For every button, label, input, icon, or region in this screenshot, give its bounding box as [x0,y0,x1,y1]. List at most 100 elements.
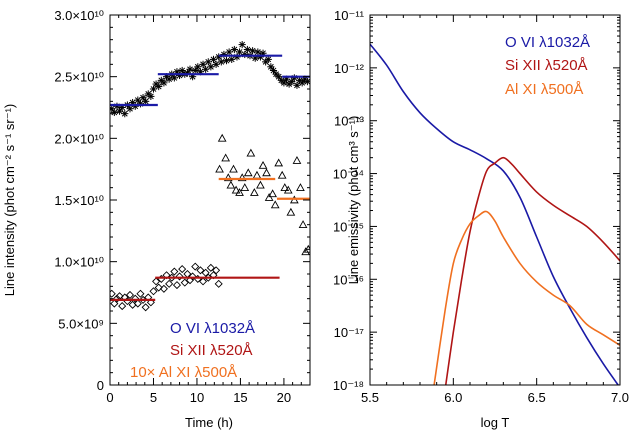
diamond-point [165,279,174,288]
emissivity-line [433,210,620,385]
diamond-point [112,294,121,303]
triangle-point [262,168,271,177]
asterisk-point [134,96,142,104]
intensity-x-axis-label: Time (h) [185,415,233,430]
triangle-point [277,170,287,179]
emissivity-x-axis-label: log T [481,415,510,430]
diamond-point [152,277,161,286]
y-tick-label: 1.5×10¹⁰ [54,193,104,208]
asterisk-point [249,47,257,55]
asterisk-point [235,48,244,56]
triangle-point [270,200,280,209]
asterisk-point [269,66,278,75]
y-tick-label: 10⁻¹² [334,61,365,76]
x-tick-label: 0 [106,390,113,405]
x-tick-label: 7.0 [611,390,629,405]
y-tick-label: 10⁻¹⁵ [333,219,364,234]
diamond-point [118,302,127,311]
asterisk-point [110,108,118,117]
triangle-point [296,183,305,191]
triangle-point [256,180,265,189]
triangle-point [258,160,268,169]
triangle-point [268,189,277,198]
emissivity-line [444,156,620,385]
y-tick-label: 2.0×10¹⁰ [54,131,104,146]
asterisk-point [212,60,220,68]
diamond-point [191,262,200,271]
asterisk-point [254,48,262,56]
triangle-point [221,153,231,162]
legend-entry-si-xii: Si XII λ520Å [170,342,253,359]
asterisk-point [155,82,163,91]
asterisk-point [303,78,310,86]
diamond-point [139,295,148,304]
legend-entry-o-vi: O VI λ1032Å [170,320,255,337]
asterisk-point [243,45,251,54]
triangle-point [274,158,284,167]
legend-entry-o-vi: O VI λ1032Å [505,34,590,51]
legend-entry-al-xi: Al XI λ500Å [505,81,583,98]
intensity-y-axis-label: Line intensity (phot cm⁻² s⁻¹ sr⁻¹) [2,104,17,297]
x-tick-label: 6.5 [528,390,546,405]
asterisk-point [186,65,194,73]
diamond-point [204,273,213,282]
x-tick-label: 6.0 [444,390,462,405]
intensity-panel: 0 5 10 15 20 0 5.0×10⁹ 1.0×10¹⁰ 1.5×10¹⁰ 2.0×10¹⁰… [2,8,311,430]
diamond-point [206,263,215,272]
diamond-point [131,294,140,303]
asterisk-point [275,73,283,81]
emissivity-marks [370,43,620,385]
asterisk-point [225,48,233,56]
triangle-point [249,188,259,196]
diamond-point [199,277,208,286]
asterisk-point [147,92,155,100]
x-tick-label: 20 [277,390,291,405]
diamond-point [149,287,158,296]
y-tick-label: 0 [97,378,104,393]
diamond-point [175,272,184,281]
triangle-point [292,156,302,164]
diamond-point [170,267,179,276]
y-tick-label: 10⁻¹³ [334,114,365,129]
triangle-point [235,188,244,196]
triangle-point [215,164,224,173]
asterisk-point [121,110,129,118]
asterisk-point [194,63,202,71]
asterisk-point [199,60,207,68]
triangle-point [243,168,253,177]
triangle-point [264,193,274,201]
y-tick-label: 2.5×10¹⁰ [54,70,104,85]
triangle-point [229,164,238,173]
triangle-point [231,185,241,194]
diamond-point [146,298,155,307]
triangle-point [240,183,250,191]
asterisk-point [288,78,296,86]
asterisk-point [149,85,158,93]
asterisk-point [160,79,168,87]
asterisk-point [267,63,275,71]
asterisk-point [293,81,301,89]
legend-entry-al-xi: 10× Al XI λ500Å [130,364,237,381]
x-tick-label: 5 [150,390,157,405]
x-tick-label: 15 [233,390,247,405]
y-tick-label: 3.0×10¹⁰ [54,8,104,23]
triangle-point [280,183,290,191]
asterisk-point [217,58,225,66]
triangle-point [286,207,296,216]
y-tick-label: 10⁻¹⁴ [333,167,364,182]
asterisk-point [178,66,186,75]
intensity-legend: O VI λ1032Å Si XII λ520Å 10× Al XI λ500Å [130,320,255,381]
legend-entry-si-xii: Si XII λ520Å [505,57,588,74]
y-tick-label: 10⁻¹⁸ [333,378,364,393]
y-tick-label: 5.0×10⁹ [58,316,104,331]
asterisk-point [238,41,246,49]
asterisk-point [126,105,134,113]
triangle-point [283,185,293,194]
asterisk-point [204,58,212,66]
diamond-point [201,268,210,277]
y-tick-label: 10⁻¹⁷ [334,325,365,340]
emissivity-y-axis-label: Line emissivity (phot cm³ s⁻¹) [346,116,361,285]
x-tick-label: 5.5 [361,390,379,405]
triangle-point [237,173,247,182]
